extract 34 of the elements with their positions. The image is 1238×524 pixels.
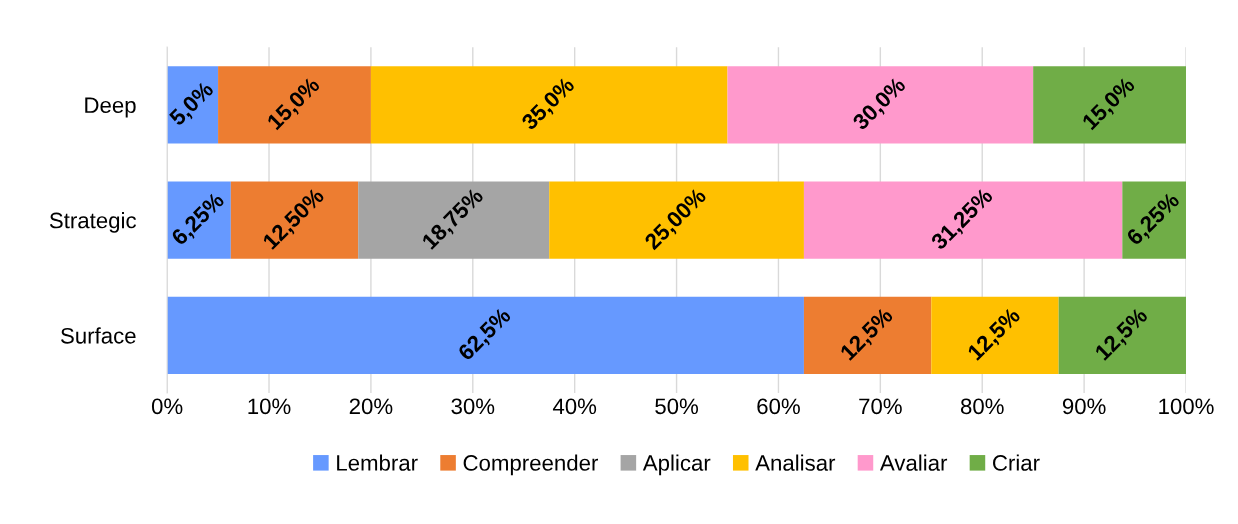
x-tick-label: 100% xyxy=(1159,398,1214,415)
bar xyxy=(803,296,932,374)
x-tick-label: 40% xyxy=(552,398,597,415)
bar xyxy=(358,181,550,259)
bar xyxy=(167,296,804,374)
bar xyxy=(1122,181,1186,259)
legend-label: Lembrar xyxy=(337,454,418,471)
x-tick-label: 60% xyxy=(757,398,800,415)
legend-label: Analisar xyxy=(755,454,836,471)
bar xyxy=(549,181,804,259)
bar xyxy=(230,181,359,259)
x-tick-label: 0% xyxy=(151,398,183,415)
y-tick-label: Strategic xyxy=(49,212,136,233)
x-tick-label: 20% xyxy=(349,398,393,415)
bar xyxy=(1033,66,1186,144)
bar xyxy=(931,296,1059,374)
bar xyxy=(727,66,1034,144)
legend-label: Compreender xyxy=(463,454,599,476)
bar xyxy=(218,66,371,144)
x-tick-label: 10% xyxy=(248,398,291,415)
bar xyxy=(1058,296,1186,374)
legend-label: Criar xyxy=(993,454,1040,471)
x-tick-label: 50% xyxy=(655,398,699,415)
legend-label: Aplicar xyxy=(642,454,711,476)
bar xyxy=(167,181,231,259)
bar xyxy=(803,181,1123,259)
x-tick-label: 80% xyxy=(960,398,1004,415)
bar xyxy=(370,66,728,144)
x-tick-label: 30% xyxy=(451,398,495,415)
x-tick-label: 90% xyxy=(1062,398,1106,415)
y-tick-label: Surface xyxy=(61,327,136,344)
x-tick-label: 70% xyxy=(859,398,902,415)
y-tick-label: Deep xyxy=(85,97,136,118)
legend-label: Avaliar xyxy=(879,454,948,471)
